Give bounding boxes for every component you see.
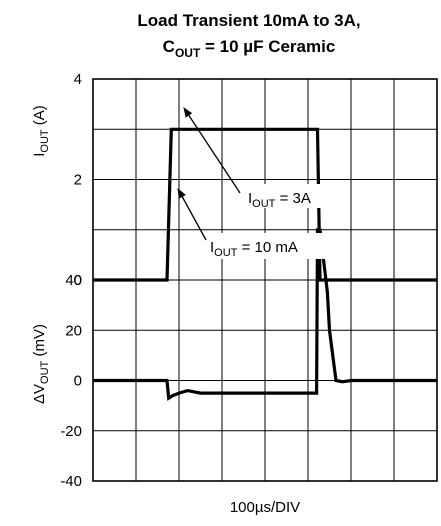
series-line-voltage <box>93 228 437 401</box>
ylabel-current-rest: (A) <box>31 105 48 129</box>
ylabel-current: IOUT (A) <box>31 105 51 157</box>
annotation-iout-10ma: IOUT = 10 mA <box>210 239 298 259</box>
annotation-10ma-bg <box>206 233 336 259</box>
series-line-current <box>93 127 437 282</box>
title-cout-sub: OUT <box>175 46 201 60</box>
ann-3a-rest: = 3A <box>275 190 310 207</box>
ylabel-voltage: ΔVOUT (mV) <box>31 324 51 404</box>
annotation-iout-3a: IOUT = 3A <box>248 190 311 210</box>
ann-3a-main: I <box>248 190 252 207</box>
chart-title-line2: COUT = 10 µF Ceramic <box>163 37 336 60</box>
ylabel-voltage-sub: OUT <box>39 360 51 384</box>
ytick-label-voltage: 40 <box>65 272 82 289</box>
ytick-label-voltage: 20 <box>65 322 82 339</box>
ylabel-current-sub: OUT <box>39 129 51 153</box>
annotation-10ma-arrow <box>177 188 207 241</box>
chart-title-line1: Load Transient 10mA to 3A, <box>137 11 360 30</box>
ylabel-voltage-rest: (mV) <box>31 324 48 361</box>
ytick-label-voltage: 0 <box>74 373 82 390</box>
ytick-label-voltage: -20 <box>60 423 82 440</box>
ylabel-voltage-main: ΔV <box>31 384 48 404</box>
ytick-label-current: 4 <box>74 71 82 88</box>
xlabel: 100µs/DIV <box>230 499 300 516</box>
ann-10ma-rest: = 10 mA <box>237 239 297 256</box>
annotation-3a-arrow <box>183 107 241 194</box>
ann-10ma-sub: OUT <box>214 247 238 259</box>
title-cout-rest: = 10 µF Ceramic <box>200 37 335 56</box>
ann-10ma-main: I <box>210 239 214 256</box>
data-traces <box>93 127 437 401</box>
title-cout-main: C <box>163 37 175 56</box>
ann-3a-sub: OUT <box>252 198 276 210</box>
ytick-label-current: 0 <box>74 272 82 289</box>
ytick-label-voltage: -40 <box>60 473 82 490</box>
annotation-3a-bg <box>244 184 342 208</box>
ylabel-current-main: I <box>31 153 48 157</box>
ytick-label-current: 2 <box>74 172 82 189</box>
